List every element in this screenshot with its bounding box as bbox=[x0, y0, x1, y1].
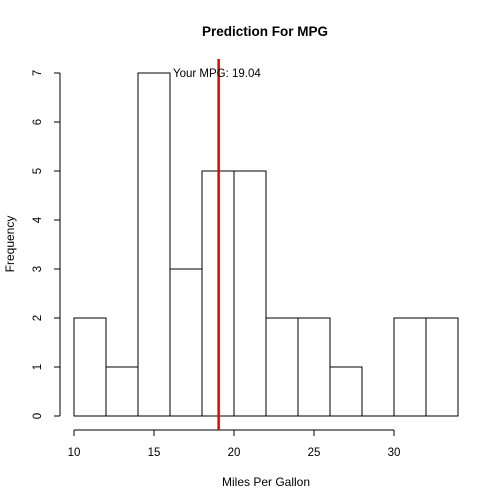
histogram-bar bbox=[73, 317, 107, 417]
y-tick-label: 0 bbox=[32, 413, 44, 419]
x-tick-label: 30 bbox=[388, 447, 401, 459]
reference-line-label: Your MPG: 19.04 bbox=[173, 68, 261, 80]
histogram-bar bbox=[297, 317, 331, 417]
histogram-bar bbox=[169, 268, 203, 417]
histogram-bar bbox=[329, 366, 363, 417]
x-axis: 10 15 20 25 30 bbox=[68, 429, 401, 459]
x-tick-label: 20 bbox=[228, 447, 241, 459]
histogram-bar bbox=[425, 317, 459, 417]
y-tick-label: 4 bbox=[32, 216, 44, 223]
y-tick-label: 2 bbox=[32, 315, 44, 321]
histogram-bar bbox=[105, 366, 139, 417]
x-tick-label: 10 bbox=[68, 447, 81, 459]
chart-title: Prediction For MPG bbox=[202, 24, 328, 39]
y-tick-label: 5 bbox=[32, 168, 44, 174]
histogram-bar bbox=[265, 317, 299, 417]
y-tick-label: 6 bbox=[32, 119, 44, 125]
histogram-bar bbox=[393, 317, 427, 417]
histogram-bar bbox=[233, 170, 267, 417]
y-axis-label: Frequency bbox=[3, 216, 17, 273]
x-axis-label: Miles Per Gallon bbox=[222, 475, 310, 489]
y-tick-label: 7 bbox=[32, 70, 44, 76]
x-tick-label: 25 bbox=[308, 447, 321, 459]
histogram-bar bbox=[137, 72, 171, 417]
y-tick-label: 3 bbox=[32, 266, 44, 272]
histogram-bars bbox=[73, 72, 459, 417]
y-tick-label: 1 bbox=[32, 364, 44, 370]
y-axis: 0 1 2 3 4 5 6 7 bbox=[32, 70, 61, 419]
x-tick-label: 15 bbox=[148, 447, 161, 459]
